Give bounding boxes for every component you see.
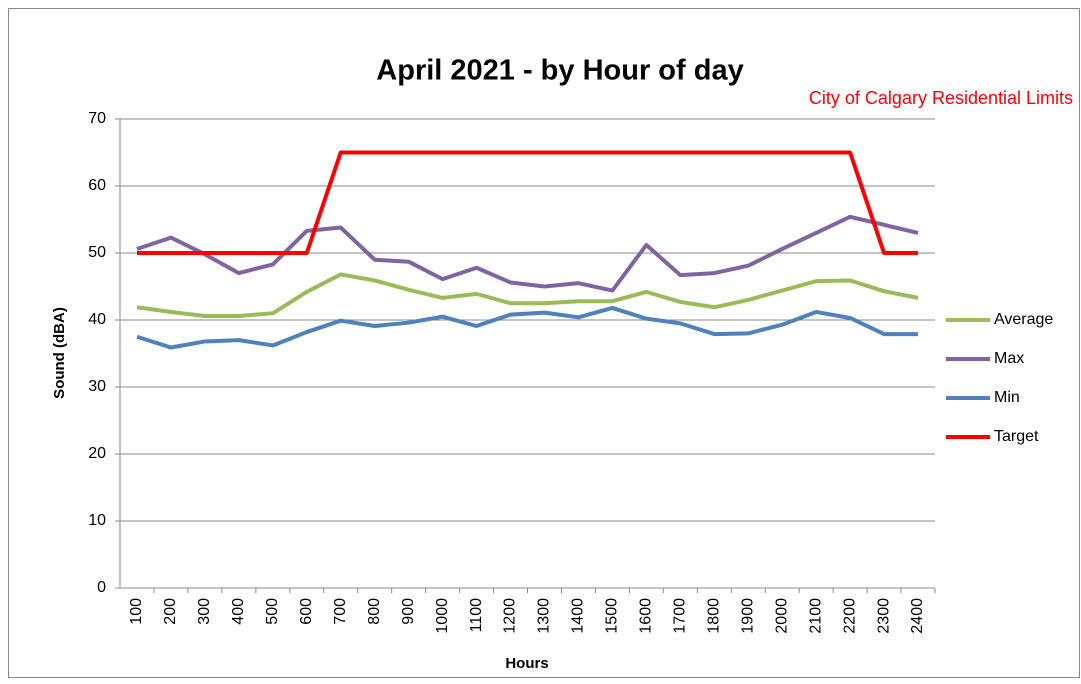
- x-tick-label: 2400: [909, 598, 926, 634]
- legend-label: Target: [994, 428, 1039, 445]
- y-tick-label: 20: [88, 445, 106, 462]
- x-tick-label: 2000: [773, 598, 790, 634]
- chart-frame: [8, 8, 1080, 678]
- x-tick-label: 1500: [604, 598, 621, 634]
- x-tick-label: 1000: [434, 598, 451, 634]
- y-axis-label: Sound (dBA): [51, 307, 68, 399]
- y-tick-label: 0: [97, 579, 106, 596]
- x-tick-label: 1400: [570, 598, 587, 634]
- x-tick-label: 1200: [502, 598, 519, 634]
- x-tick-label: 600: [298, 598, 315, 625]
- annotation: City of Calgary Residential Limits: [809, 88, 1073, 108]
- series-line: [136, 214, 919, 293]
- y-tick-label: 10: [88, 512, 106, 529]
- series-line: [136, 272, 919, 318]
- x-tick-label: 1800: [705, 598, 722, 634]
- series-line: [136, 305, 919, 350]
- y-tick-label: 40: [88, 311, 106, 328]
- x-tick-label: 200: [162, 598, 179, 625]
- x-tick-label: 800: [366, 598, 383, 625]
- chart-title: April 2021 - by Hour of day: [376, 55, 743, 87]
- legend-label: Max: [994, 350, 1024, 367]
- y-tick-label: 70: [88, 110, 106, 127]
- x-tick-label: 2200: [841, 598, 858, 634]
- legend-label: Average: [994, 311, 1053, 328]
- legend-label: Min: [994, 389, 1020, 406]
- x-tick-label: 1700: [672, 598, 689, 634]
- series-line: [136, 150, 919, 255]
- x-tick-label: 2100: [807, 598, 824, 634]
- y-tick-label: 60: [88, 177, 106, 194]
- y-tick-label: 50: [88, 244, 106, 261]
- x-tick-label: 1900: [739, 598, 756, 634]
- x-tick-label: 1600: [638, 598, 655, 634]
- x-tick-label: 2300: [875, 598, 892, 634]
- x-tick-label: 400: [230, 598, 247, 625]
- y-tick-label: 30: [88, 378, 106, 395]
- x-axis-label: Hours: [505, 655, 548, 672]
- x-tick-label: 300: [196, 598, 213, 625]
- x-tick-label: 1300: [536, 598, 553, 634]
- x-tick-label: 700: [332, 598, 349, 625]
- x-tick-label: 100: [128, 598, 145, 625]
- x-tick-label: 500: [264, 598, 281, 625]
- x-tick-label: 900: [400, 598, 417, 625]
- x-tick-label: 1100: [468, 598, 485, 633]
